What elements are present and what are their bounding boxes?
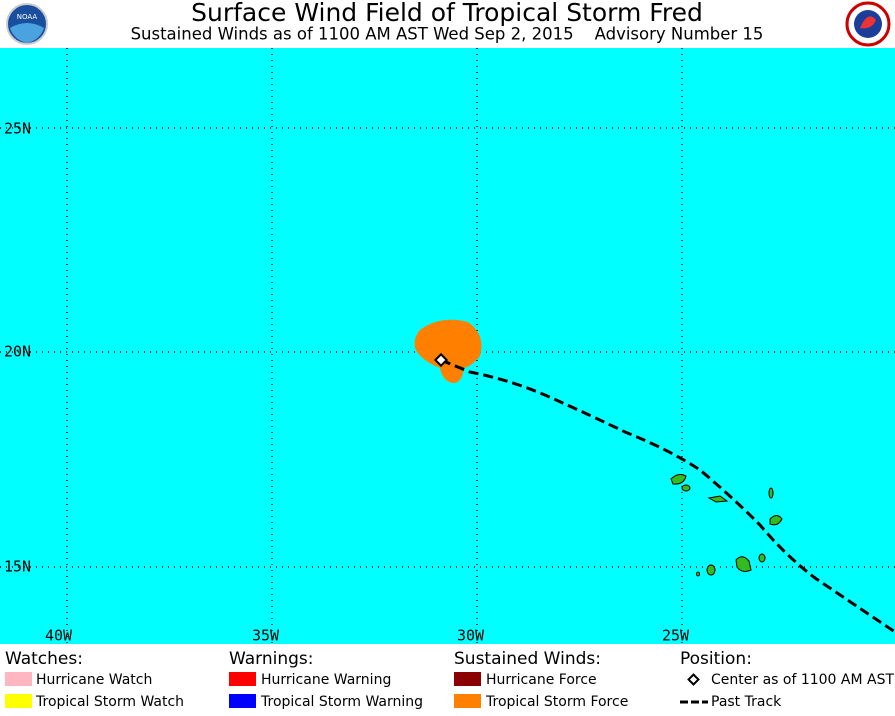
center-symbol bbox=[687, 673, 700, 686]
swatch bbox=[229, 694, 256, 708]
nws-logo bbox=[845, 1, 891, 47]
title: Surface Wind Field of Tropical Storm Fre… bbox=[191, 0, 703, 27]
lat-label: 25N bbox=[4, 120, 31, 138]
lon-label: 30W bbox=[457, 627, 485, 645]
lon-label: 25W bbox=[662, 627, 690, 645]
lon-label: 35W bbox=[252, 627, 280, 645]
legend-item: Tropical Storm Warning bbox=[260, 694, 423, 710]
swatch bbox=[454, 694, 481, 708]
legend-heading: Sustained Winds: bbox=[454, 649, 601, 669]
swatch bbox=[5, 694, 32, 708]
swatch bbox=[454, 672, 481, 686]
legend: Watches: Hurricane Watch Tropical Storm … bbox=[5, 649, 894, 710]
legend-heading: Watches: bbox=[5, 649, 83, 669]
past-track bbox=[440, 358, 895, 634]
legend-item: Tropical Storm Force bbox=[485, 694, 628, 710]
legend-item: Hurricane Warning bbox=[261, 672, 391, 688]
legend-heading: Position: bbox=[680, 649, 752, 669]
legend-item: Tropical Storm Watch bbox=[35, 694, 184, 710]
storm-center bbox=[433, 352, 449, 368]
swatch bbox=[229, 672, 256, 686]
lon-label: 40W bbox=[45, 627, 73, 645]
legend-heading: Warnings: bbox=[229, 649, 313, 669]
lat-label: 20N bbox=[4, 343, 31, 361]
islands bbox=[670, 474, 783, 577]
legend-item: Hurricane Force bbox=[486, 672, 597, 688]
subtitle: Sustained Winds as of 1100 AM AST Wed Se… bbox=[131, 25, 764, 44]
swatch bbox=[5, 672, 32, 686]
legend-item: Past Track bbox=[711, 694, 782, 710]
tropical-storm-wind-field bbox=[414, 319, 482, 384]
svg-text:NOAA: NOAA bbox=[17, 13, 38, 21]
lat-label: 15N bbox=[4, 558, 31, 576]
noaa-logo: NOAA bbox=[6, 3, 48, 45]
legend-item: Center as of 1100 AM AST bbox=[711, 672, 894, 688]
legend-item: Hurricane Watch bbox=[36, 672, 152, 688]
